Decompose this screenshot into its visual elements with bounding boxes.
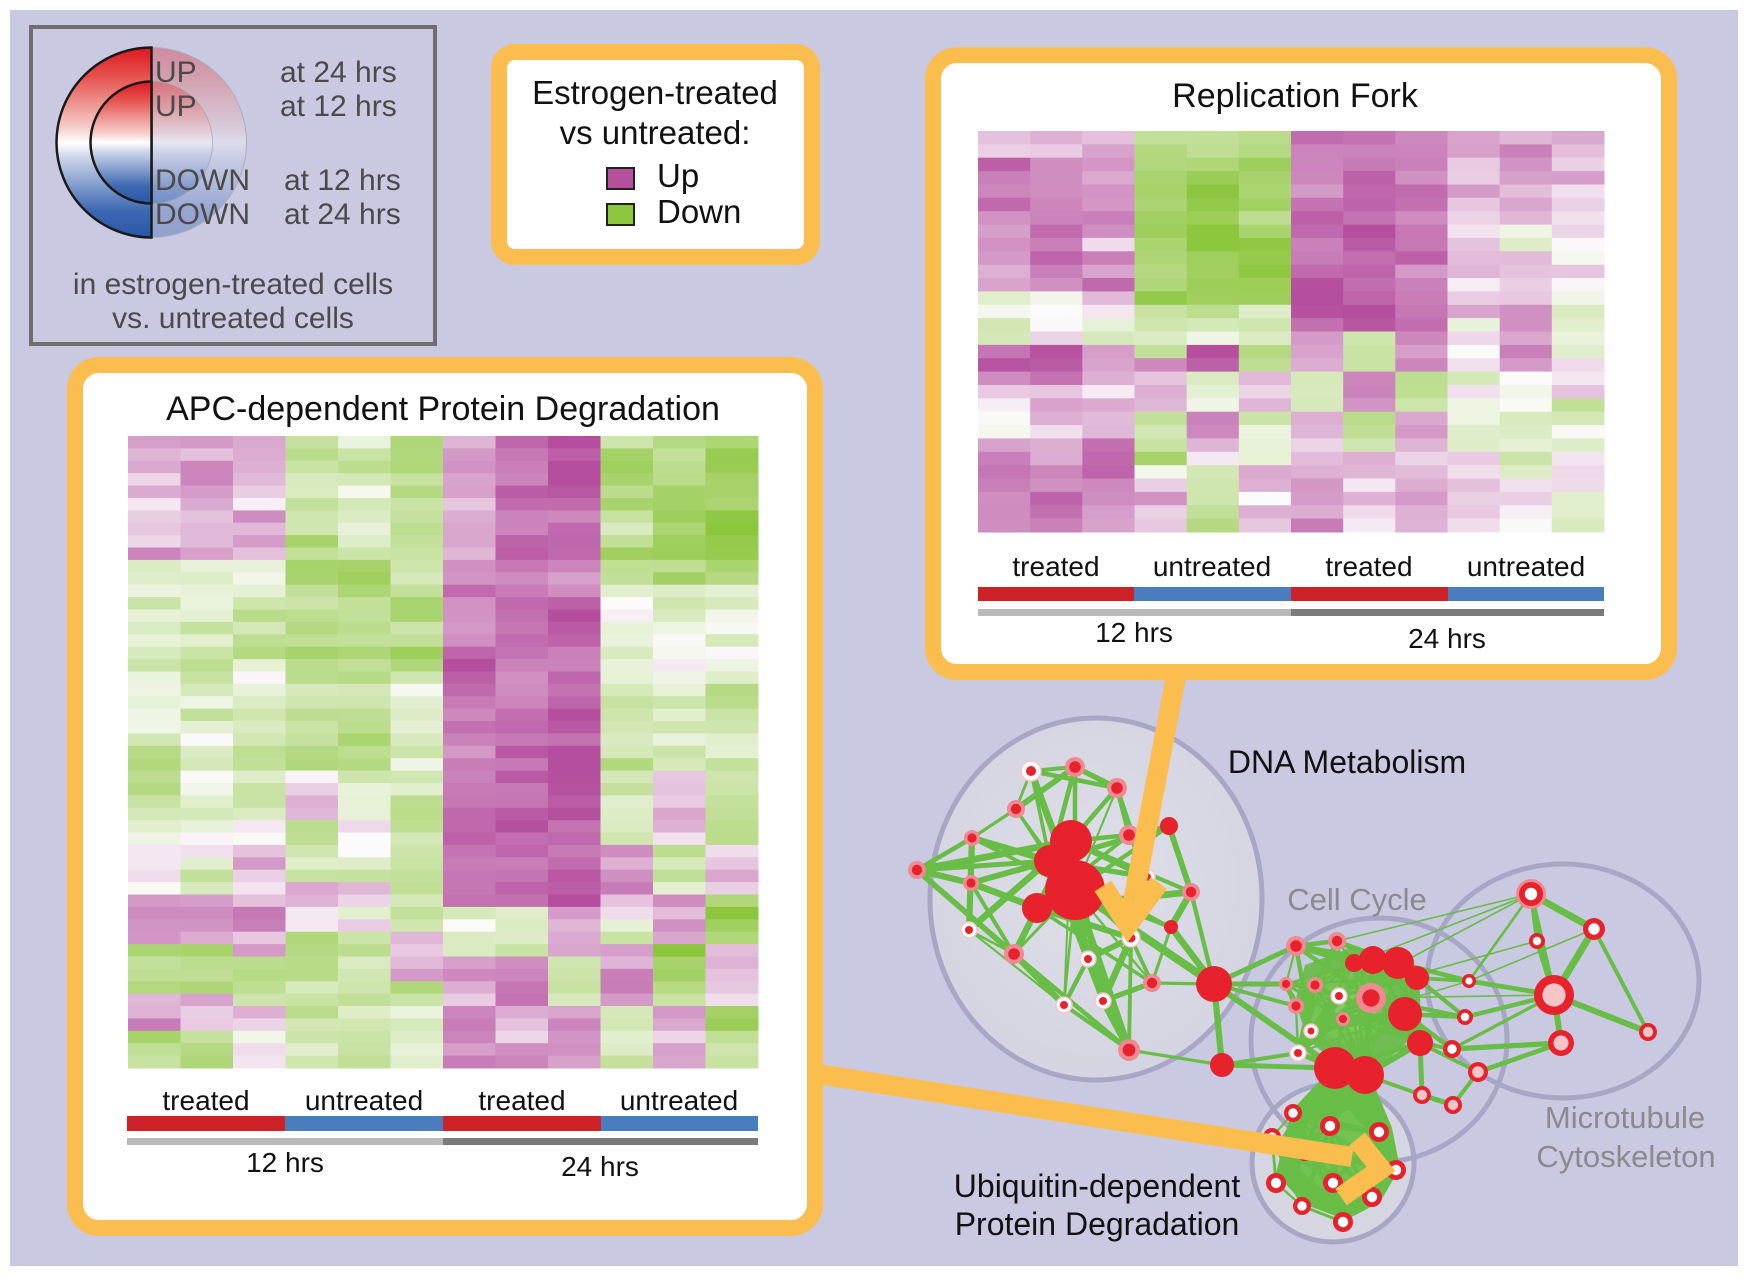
svg-text:untreated: untreated [1467,551,1585,582]
svg-text:at 24 hrs: at 24 hrs [280,56,397,89]
svg-text:Estrogen-treated: Estrogen-treated [532,74,778,111]
svg-text:UP: UP [155,56,197,89]
svg-text:vs untreated:: vs untreated: [560,114,751,151]
svg-text:treated: treated [1325,551,1412,582]
svg-text:Cytoskeleton: Cytoskeleton [1536,1139,1715,1174]
svg-text:untreated: untreated [620,1085,738,1116]
svg-text:treated: treated [478,1085,565,1116]
svg-text:Down: Down [657,193,741,230]
svg-text:DOWN: DOWN [155,198,250,231]
svg-text:untreated: untreated [1153,551,1271,582]
svg-text:in estrogen-treated cells: in estrogen-treated cells [73,268,393,301]
svg-text:Ubiquitin-dependent: Ubiquitin-dependent [954,1168,1241,1204]
svg-text:vs. untreated cells: vs. untreated cells [112,302,354,335]
svg-text:DOWN: DOWN [155,164,250,197]
svg-text:Up: Up [657,157,699,194]
svg-text:24 hrs: 24 hrs [1408,623,1486,654]
svg-text:Microtubule: Microtubule [1545,1100,1705,1135]
svg-text:DNA Metabolism: DNA Metabolism [1228,744,1466,780]
svg-text:Replication Fork: Replication Fork [1172,77,1419,115]
svg-text:Protein Degradation: Protein Degradation [955,1206,1240,1242]
svg-text:at 12 hrs: at 12 hrs [280,90,397,123]
svg-text:APC-dependent Protein Degradat: APC-dependent Protein Degradation [166,390,720,428]
svg-text:treated: treated [162,1085,249,1116]
svg-text:UP: UP [155,90,197,123]
svg-text:Cell Cycle: Cell Cycle [1287,882,1427,917]
svg-text:untreated: untreated [305,1085,423,1116]
svg-text:at 24 hrs: at 24 hrs [284,198,401,231]
svg-text:treated: treated [1012,551,1099,582]
svg-text:at 12 hrs: at 12 hrs [284,164,401,197]
svg-text:12 hrs: 12 hrs [1095,617,1173,648]
svg-text:24 hrs: 24 hrs [561,1151,639,1182]
svg-text:12 hrs: 12 hrs [246,1147,324,1178]
